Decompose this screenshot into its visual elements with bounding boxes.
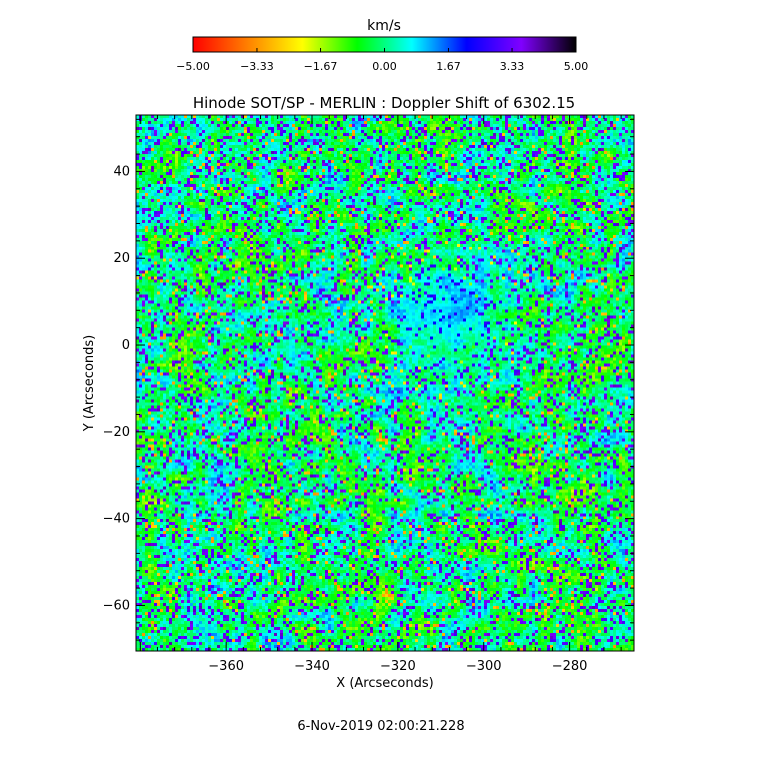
colorbar-ticks: −5.00 −3.33 −1.67 0.00 1.67 3.33 5.00 bbox=[176, 48, 588, 73]
y-axis-label: Y (Arcseconds) bbox=[82, 335, 97, 432]
x-axis: −360 −340 −320 −300 −280 bbox=[139, 115, 622, 674]
y-tick-label: 40 bbox=[113, 164, 130, 179]
x-tick-label: −320 bbox=[380, 659, 416, 674]
timestamp: 6-Nov-2019 02:00:21.228 bbox=[297, 719, 464, 734]
x-tick-label: −280 bbox=[552, 659, 588, 674]
plot-frame bbox=[135, 114, 635, 652]
colorbar-label: km/s bbox=[367, 18, 401, 34]
y-tick-label: 0 bbox=[122, 338, 130, 353]
chart-title: Hinode SOT/SP - MERLIN : Doppler Shift o… bbox=[193, 94, 575, 112]
colorbar-tick-label: 5.00 bbox=[564, 60, 589, 73]
doppler-map bbox=[136, 115, 634, 651]
y-tick-label: −40 bbox=[103, 512, 130, 527]
colorbar-tick-label: −3.33 bbox=[240, 60, 274, 73]
x-tick-label: −300 bbox=[466, 659, 502, 674]
x-axis-label: X (Arcseconds) bbox=[336, 676, 433, 691]
colorbar-tick-label: −5.00 bbox=[176, 60, 210, 73]
doppler-field-image bbox=[136, 115, 634, 651]
colorbar-tick-label: 1.67 bbox=[436, 60, 461, 73]
y-axis: 40 20 0 −20 −40 −60 bbox=[103, 118, 634, 641]
colorbar-tick-label: 0.00 bbox=[372, 60, 397, 73]
x-tick-label: −340 bbox=[294, 659, 330, 674]
y-tick-label: 20 bbox=[113, 251, 130, 266]
colorbar-tick-label: 3.33 bbox=[500, 60, 525, 73]
x-tick-label: −360 bbox=[208, 659, 244, 674]
colorbar-tick-label: −1.67 bbox=[304, 60, 338, 73]
y-tick-label: −60 bbox=[103, 598, 130, 613]
y-tick-label: −20 bbox=[103, 425, 130, 440]
